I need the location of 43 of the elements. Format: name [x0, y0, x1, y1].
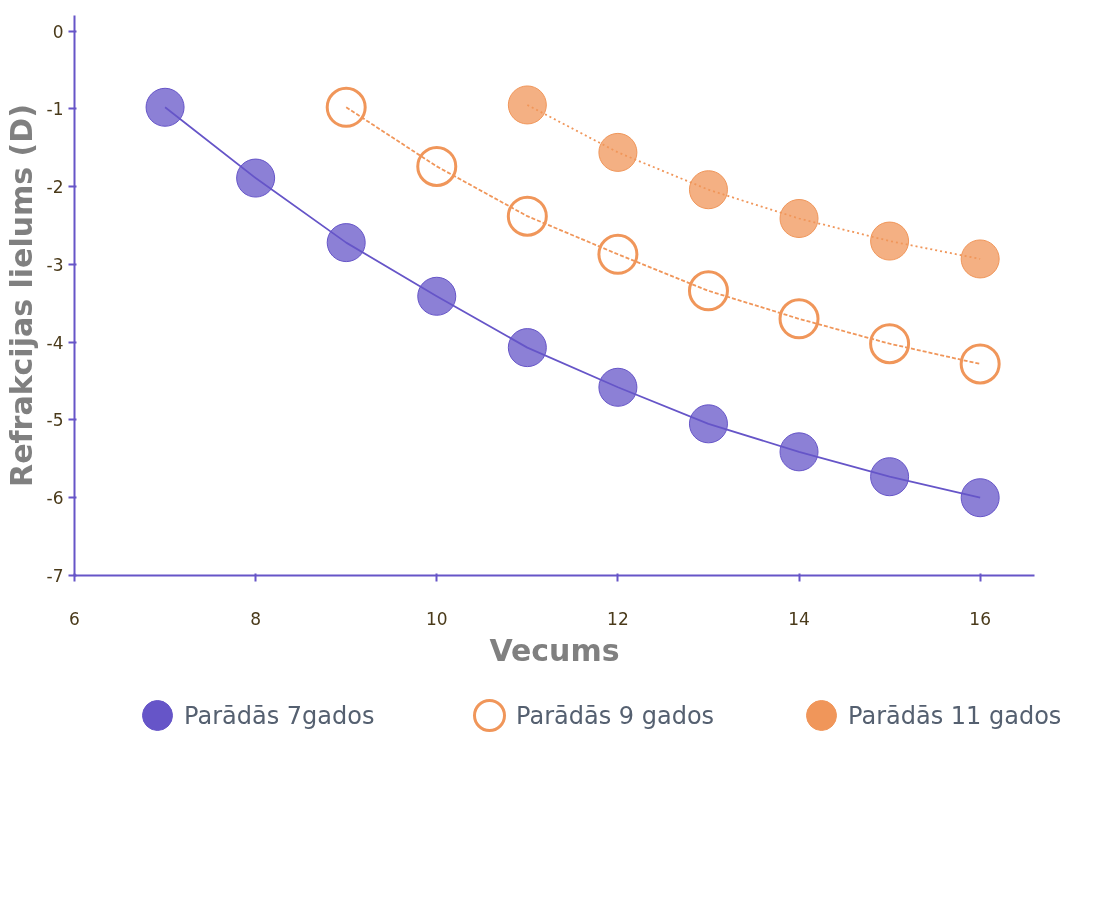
point [145, 87, 185, 127]
point [507, 328, 547, 368]
point [506, 195, 548, 237]
x-tick-label: 16 [969, 608, 991, 629]
point [688, 404, 728, 444]
point [959, 343, 1001, 385]
x-tick-label: 12 [607, 608, 629, 629]
y-tick-label: -2 [46, 177, 64, 198]
point [779, 199, 819, 238]
point [326, 223, 366, 263]
legend-label: Parādās 9 gados [516, 701, 715, 730]
point [960, 239, 1000, 279]
point [325, 86, 367, 128]
x-tick-label: 6 [69, 608, 80, 629]
point [778, 298, 820, 340]
point [597, 233, 639, 275]
point [870, 457, 910, 497]
point [598, 132, 638, 172]
x-tick-label: 8 [250, 608, 262, 629]
y-tick-label: -7 [46, 566, 64, 586]
point [416, 145, 458, 187]
y-tick-label: -3 [46, 254, 64, 275]
x-axis-title: Vecums [489, 632, 620, 668]
x-tick-label: 10 [425, 608, 448, 629]
point [507, 85, 547, 125]
point [417, 276, 457, 316]
point [779, 432, 819, 472]
legend-label: Parādās 11 gados [848, 701, 1062, 730]
point [598, 367, 638, 407]
y-tick-label: 0 [52, 21, 64, 42]
point [869, 323, 911, 365]
point [870, 221, 910, 261]
y-tick-label: -1 [46, 99, 64, 120]
point [688, 170, 728, 210]
y-tick-label: -4 [46, 332, 64, 353]
point [687, 270, 729, 312]
x-tick-label: 14 [788, 608, 810, 629]
point [960, 478, 1000, 518]
y-tick-label: -6 [46, 488, 64, 509]
point [236, 158, 276, 198]
y-tick-label: -5 [46, 410, 64, 431]
y-axis-title: Refrakcijas lielums (D) [3, 104, 39, 487]
legend-label: Parādās 7gados [184, 701, 375, 730]
